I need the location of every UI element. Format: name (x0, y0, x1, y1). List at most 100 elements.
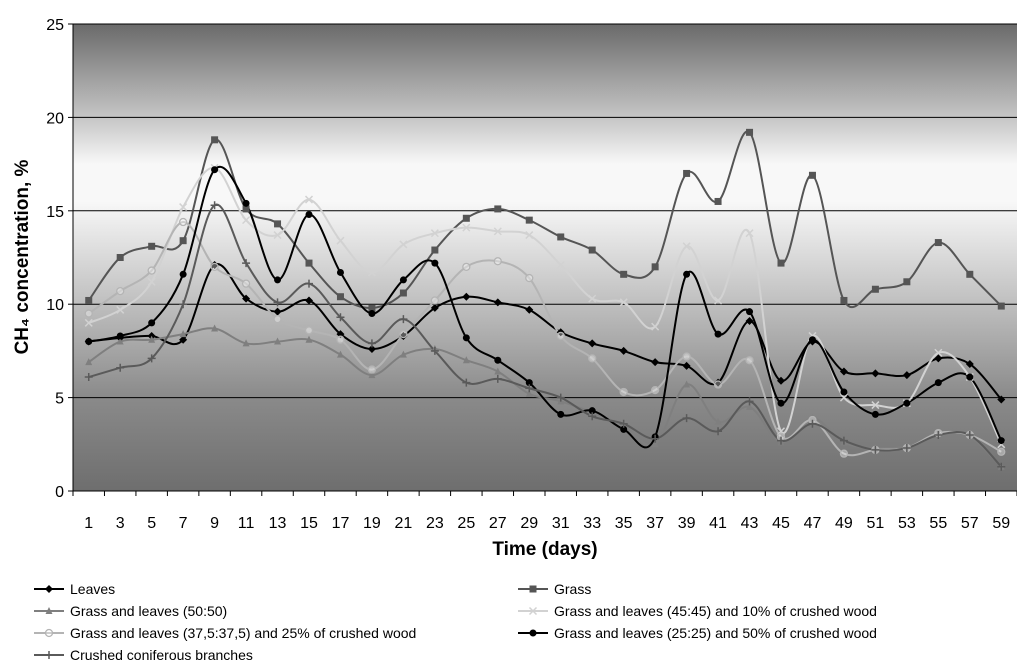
data-point (746, 308, 754, 316)
data-point (210, 262, 219, 271)
data-point (304, 326, 314, 335)
data-point (588, 412, 597, 421)
x-tick-label: 31 (552, 515, 570, 532)
data-point (557, 410, 565, 418)
data-point (211, 166, 219, 174)
data-point (997, 447, 1006, 456)
data-point (620, 270, 628, 278)
legend-swatch-marker (45, 607, 53, 614)
series-markers (84, 128, 1006, 471)
data-point (85, 296, 93, 304)
data-point (242, 339, 250, 347)
data-point (683, 380, 691, 388)
data-point (808, 419, 817, 428)
data-point (399, 329, 408, 339)
series-5-line (88, 221, 1002, 457)
data-point (430, 296, 440, 305)
data-point (494, 367, 502, 375)
x-tick-label: 11 (238, 515, 255, 532)
data-point (179, 335, 188, 344)
data-point (116, 305, 125, 314)
x-tick-label: 43 (741, 515, 759, 532)
x-tick-label: 23 (426, 515, 444, 532)
y-tick-label: 10 (46, 297, 64, 314)
data-point (871, 401, 880, 410)
data-point (494, 205, 502, 213)
data-point (148, 319, 156, 327)
data-point (399, 331, 408, 340)
data-point (966, 373, 974, 381)
legend-label: Grass and leaves (50:50) (70, 603, 227, 619)
data-point (179, 270, 187, 278)
data-point (556, 393, 565, 402)
data-point (557, 233, 565, 241)
legend-item: Grass and leaves (45:45) and 10% of crus… (518, 603, 877, 619)
data-point (242, 294, 251, 303)
x-tick-label: 37 (646, 515, 664, 532)
x-tick-labels: 1 3 5 7 9 11 13 15 17 19 21 23 25 27 29 31 33 35 37 39 41 43 4… (84, 515, 1010, 532)
data-point (242, 199, 250, 207)
data-point (525, 305, 534, 314)
data-point (462, 356, 470, 364)
data-point (651, 434, 660, 443)
data-point (525, 384, 534, 393)
x-tick-label: 51 (867, 515, 885, 532)
data-point (839, 436, 848, 445)
data-point (273, 314, 282, 324)
data-point (305, 211, 313, 219)
x-tick-label: 33 (583, 515, 601, 532)
data-point (965, 359, 974, 368)
legend-swatch-marker (45, 651, 53, 659)
data-point (399, 350, 407, 358)
data-point (682, 414, 691, 423)
data-point (305, 335, 313, 343)
data-point (934, 354, 943, 363)
data-point (777, 399, 785, 407)
data-point (871, 369, 880, 378)
data-point (431, 246, 439, 254)
data-point (178, 217, 188, 227)
data-point (493, 374, 502, 383)
legend: Leaves Grass Grass and leaves (50:50) Grass… (34, 581, 877, 663)
data-point (840, 388, 848, 396)
data-point (367, 268, 376, 277)
data-point (934, 379, 942, 387)
legend-swatch-marker (528, 606, 538, 616)
data-point (682, 352, 691, 361)
data-point (997, 437, 1005, 445)
x-tick-label: 15 (300, 515, 318, 532)
data-point (462, 223, 471, 232)
data-point (714, 417, 722, 425)
legend-item: Crushed coniferous branches (34, 647, 253, 663)
x-tick-label: 13 (269, 515, 287, 532)
legend-label: Crushed coniferous branches (70, 647, 253, 663)
data-point (525, 273, 534, 283)
data-point (588, 354, 597, 363)
data-point (274, 276, 282, 284)
data-point (525, 231, 534, 240)
data-point (746, 128, 754, 136)
data-point (651, 263, 659, 271)
legend-item: Leaves (34, 581, 115, 597)
data-point (714, 330, 722, 338)
data-point (336, 236, 345, 245)
data-point (179, 300, 188, 309)
data-point (619, 298, 628, 307)
data-point (179, 330, 187, 338)
data-point (399, 240, 408, 249)
data-point (273, 307, 282, 316)
data-point (368, 304, 376, 312)
data-point (746, 402, 754, 410)
x-tick-label: 21 (395, 515, 413, 532)
x-tick-label: 7 (179, 515, 188, 532)
legend-label: Grass and leaves (25:25) and 50% of crus… (554, 625, 877, 641)
data-point (462, 378, 471, 387)
data-point (462, 214, 470, 222)
data-point (242, 216, 251, 225)
legend-label: Leaves (70, 581, 115, 597)
data-point (367, 365, 377, 374)
legend-swatch-marker (529, 629, 537, 637)
data-point (966, 270, 974, 278)
x-tick-label: 53 (898, 515, 916, 532)
y-tick-label: 5 (55, 391, 64, 408)
